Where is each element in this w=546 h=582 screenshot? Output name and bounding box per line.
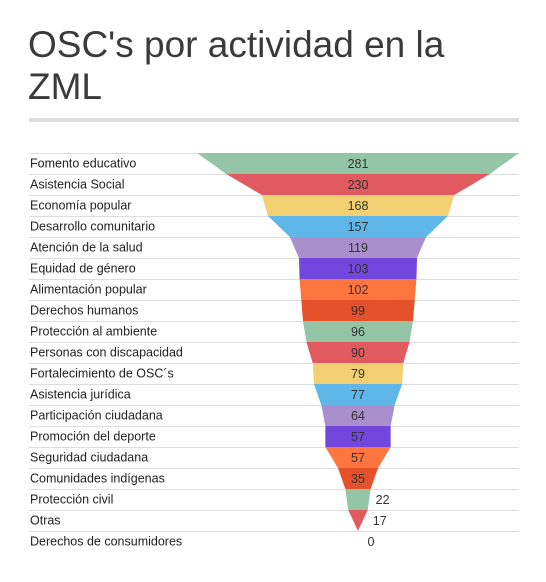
funnel-segment-proteccion-al-ambiente [302, 321, 414, 342]
category-label: Otras [30, 514, 61, 528]
funnel-segment-equidad-de-genero [298, 258, 418, 279]
value-label: 22 [376, 493, 390, 507]
category-label: Protección civil [30, 493, 113, 507]
category-label: Asistencia Social [30, 178, 125, 192]
value-label: 64 [351, 409, 365, 423]
funnel-segment-fortalecimiento-de-osc-s [312, 363, 404, 384]
value-label: 102 [348, 283, 369, 297]
funnel-segment-seguridad-ciudadana [325, 447, 391, 468]
funnel-segment-alimentacion-popular [299, 279, 417, 300]
funnel-segment-fomento-educativo [197, 153, 519, 174]
funnel-segment-atencion-de-la-salud [289, 237, 427, 258]
category-label: Comunidades indígenas [30, 472, 165, 486]
category-label: Alimentación popular [30, 283, 147, 297]
funnel-segment-personas-con-discapacidad [306, 342, 410, 363]
funnel-segment-asistencia-social [226, 174, 490, 195]
value-label: 96 [351, 325, 365, 339]
funnel-segment-participacion-ciudadana [321, 405, 395, 426]
value-label: 0 [368, 535, 375, 549]
chart-title: OSC's por actividad en la ZML [28, 24, 445, 107]
funnel-segment-asistencia-juridica [313, 384, 403, 405]
category-label: Promoción del deporte [30, 430, 156, 444]
category-label: Protección al ambiente [30, 325, 157, 339]
value-label: 157 [348, 220, 369, 234]
value-label: 103 [348, 262, 369, 276]
value-label: 57 [351, 451, 365, 465]
funnel-segment-comunidades-indigenas [337, 468, 379, 489]
category-label: Desarrollo comunitario [30, 220, 155, 234]
category-label: Fomento educativo [30, 157, 136, 171]
value-label: 168 [348, 199, 369, 213]
value-label: 281 [348, 157, 369, 171]
value-label: 90 [351, 346, 365, 360]
value-label: 79 [351, 367, 365, 381]
category-label: Participación ciudadana [30, 409, 163, 423]
category-label: Derechos humanos [30, 304, 138, 318]
value-label: 57 [351, 430, 365, 444]
funnel-segment-otras [348, 510, 368, 531]
category-label: Seguridad ciudadana [30, 451, 148, 465]
value-label: 119 [348, 241, 368, 255]
value-label: 35 [351, 472, 365, 486]
value-label: 230 [348, 178, 369, 192]
category-label: Atención de la salud [30, 241, 143, 255]
category-label: Derechos de consumidores [30, 535, 182, 549]
funnel-segment-economia-popular [261, 195, 455, 216]
value-label: 77 [351, 388, 365, 402]
funnel-segment-desarrollo-comunitario [268, 216, 448, 237]
category-label: Asistencia jurídica [30, 388, 131, 402]
funnel-segment-promocion-del-deporte [325, 426, 391, 447]
value-label: 99 [351, 304, 365, 318]
category-label: Equidad de género [30, 262, 136, 276]
value-label: 17 [373, 514, 387, 528]
title-divider [29, 118, 519, 122]
category-label: Personas con discapacidad [30, 346, 183, 360]
category-label: Fortalecimiento de OSC´s [30, 367, 174, 381]
funnel-segment-proteccion-civil [345, 489, 371, 510]
category-label: Economía popular [30, 199, 131, 213]
funnel-segment-derechos-humanos [301, 300, 415, 321]
